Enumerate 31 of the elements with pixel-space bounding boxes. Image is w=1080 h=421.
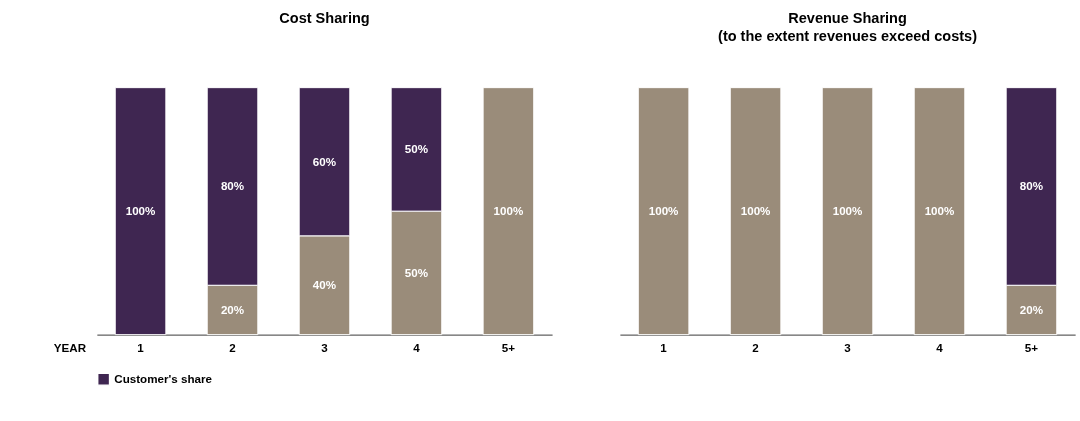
- data-label: 50%: [404, 265, 429, 279]
- x-axis-title: YEAR: [53, 340, 87, 354]
- data-label: 80%: [1019, 179, 1044, 193]
- legend-label: Customer's share: [114, 372, 213, 386]
- data-label: 100%: [493, 204, 524, 218]
- x-tick-label: 3: [844, 340, 852, 354]
- bar: [114, 87, 167, 336]
- x-tick-label: 4: [413, 340, 421, 354]
- x-tick-label: 3: [321, 340, 329, 354]
- chart-subtitle: (to the extent revenues exceed costs): [718, 27, 978, 44]
- x-tick-label: 1: [137, 340, 145, 354]
- x-tick-label: 1: [660, 340, 668, 354]
- x-tick-label: 4: [936, 340, 944, 354]
- data-label: 20%: [220, 302, 245, 316]
- data-label: 100%: [740, 204, 772, 218]
- x-tick-label: 2: [229, 340, 236, 354]
- chart-title: Cost Sharing: [279, 10, 370, 27]
- data-label: 100%: [125, 204, 157, 218]
- data-label: 80%: [220, 179, 245, 193]
- data-label: 50%: [404, 142, 429, 156]
- data-label: 20%: [1019, 302, 1044, 316]
- data-label: 60%: [312, 154, 337, 168]
- x-tick-label: 5+: [1024, 340, 1039, 354]
- data-label: 100%: [924, 204, 956, 218]
- data-label: 40%: [312, 278, 337, 292]
- x-tick-label: 5+: [501, 340, 516, 354]
- chart-title: Revenue Sharing: [788, 10, 907, 27]
- x-tick-label: 2: [752, 340, 759, 354]
- data-label: 100%: [832, 204, 864, 218]
- bar: [482, 87, 535, 336]
- data-label: 100%: [648, 204, 680, 218]
